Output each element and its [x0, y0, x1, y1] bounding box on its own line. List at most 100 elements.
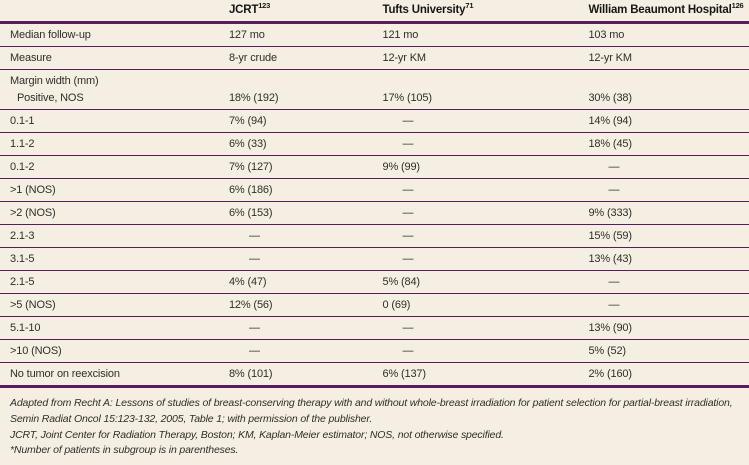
no-data-dash: —: [402, 115, 414, 127]
footnotes: Adapted from Recht A: Lessons of studies…: [0, 388, 749, 459]
row-label: Median follow-up: [0, 22, 221, 47]
table-row-2-nos: >2 (NOS) 6% (153) — 9% (333): [0, 201, 749, 225]
cell-value: 6% (186): [220, 178, 375, 202]
cell-value: 0 (69): [374, 293, 581, 317]
cell-value: 12-yr KM: [374, 46, 581, 70]
table-row-0-1-1: 0.1-1 7% (94) — 14% (94): [0, 109, 749, 133]
cell-value: 12% (56): [220, 293, 375, 317]
footnote-asterisk: *Number of patients in subgroup is in pa…: [10, 444, 239, 457]
cell-value: 13% (43): [580, 247, 749, 271]
no-data-dash: —: [608, 184, 620, 196]
cell-value: 103 mo: [580, 22, 749, 47]
cell-value: —: [374, 316, 581, 340]
cell-value: 127 mo: [220, 22, 375, 47]
cell-value: 8-yr crude: [220, 46, 375, 70]
table-row-3-1-5: 3.1-5 — — 13% (43): [0, 247, 749, 271]
cell-value: 14% (94): [580, 109, 749, 133]
cell-value: 4% (47): [220, 270, 375, 294]
column-header-jcrt: JCRT123: [220, 0, 375, 24]
cell-value: 18% (192): [220, 69, 375, 110]
margin-width-comparison-table: JCRT123 Tufts University71 William Beaumon…: [0, 0, 749, 388]
table-row-measure: Measure 8-yr crude 12-yr KM 12-yr KM: [0, 46, 749, 70]
no-data-dash: —: [608, 299, 620, 311]
cell-value: —: [580, 155, 749, 179]
table-row-5-1-10: 5.1-10 — — 13% (90): [0, 316, 749, 340]
no-data-dash: —: [248, 322, 260, 334]
no-data-dash: —: [402, 253, 414, 265]
table-row-median-follow-up: Median follow-up 127 mo 121 mo 103 mo: [0, 22, 749, 47]
reference-superscript: 123: [258, 1, 271, 11]
no-data-dash: —: [402, 184, 414, 196]
no-data-dash: —: [248, 253, 260, 265]
no-data-dash: —: [608, 276, 620, 288]
column-header-tufts-university: Tufts University71: [374, 0, 581, 24]
row-label: 5.1-10: [0, 316, 221, 340]
cell-value: 121 mo: [374, 22, 581, 47]
sub-row-label: Positive, NOS: [17, 92, 84, 104]
row-label: 2.1-3: [0, 224, 221, 248]
no-data-dash: —: [402, 322, 414, 334]
row-label: Measure: [0, 46, 221, 70]
no-data-dash: —: [608, 161, 620, 173]
table-row-5-nos: >5 (NOS) 12% (56) 0 (69) —: [0, 293, 749, 317]
no-data-dash: —: [402, 138, 414, 150]
no-data-dash: —: [402, 207, 414, 219]
cell-value: —: [374, 178, 581, 202]
cell-value: —: [374, 247, 581, 271]
cell-value: 6% (153): [220, 201, 375, 225]
reference-superscript: 126: [731, 1, 744, 11]
cell-value: —: [220, 339, 375, 363]
row-label: >5 (NOS): [0, 293, 221, 317]
cell-value: —: [374, 132, 581, 156]
cell-value: —: [220, 316, 375, 340]
row-label: >1 (NOS): [0, 178, 221, 202]
row-label: 0.1-1: [0, 109, 221, 133]
no-data-dash: —: [248, 230, 260, 242]
row-label: >2 (NOS): [0, 201, 221, 225]
cell-value: —: [220, 224, 375, 248]
cell-value: 12-yr KM: [580, 46, 749, 70]
cell-value: 5% (52): [580, 339, 749, 363]
cell-value: 9% (333): [580, 201, 749, 225]
column-header-william-beaumont-hospital: William Beaumont Hospital126: [580, 0, 749, 24]
cell-value: 15% (59): [580, 224, 749, 248]
cell-value: 6% (33): [220, 132, 375, 156]
cell-value: 2% (160): [580, 362, 749, 388]
row-label: Margin width (mm) Positive, NOS: [0, 69, 221, 110]
row-label: No tumor on reexcision: [0, 362, 221, 388]
cell-value: 17% (105): [374, 69, 581, 110]
cell-value: 9% (99): [374, 155, 581, 179]
table-row-2-1-5: 2.1-5 4% (47) 5% (84) —: [0, 270, 749, 294]
cell-value: 18% (45): [580, 132, 749, 156]
row-label: 0.1-2: [0, 155, 221, 179]
table-row-2-1-3: 2.1-3 — — 15% (59): [0, 224, 749, 248]
group-label: Margin width (mm): [10, 75, 99, 87]
cell-value: —: [374, 224, 581, 248]
table-row-10-nos: >10 (NOS) — — 5% (52): [0, 339, 749, 363]
reference-superscript: 71: [465, 1, 474, 11]
header-row: JCRT123 Tufts University71 William Beaumon…: [0, 0, 749, 24]
cell-value: 5% (84): [374, 270, 581, 294]
table-row-0-1-2: 0.1-2 7% (127) 9% (99) —: [0, 155, 749, 179]
cell-value: 6% (137): [374, 362, 581, 388]
cell-value: —: [374, 109, 581, 133]
row-label: >10 (NOS): [0, 339, 221, 363]
cell-value: 7% (94): [220, 109, 375, 133]
cell-value: —: [580, 270, 749, 294]
table-row-1-1-2: 1.1-2 6% (33) — 18% (45): [0, 132, 749, 156]
cell-value: —: [580, 178, 749, 202]
cell-value: 8% (101): [220, 362, 375, 388]
column-header-empty: [0, 0, 221, 24]
no-data-dash: —: [402, 345, 414, 357]
cell-value: —: [580, 293, 749, 317]
row-label: 3.1-5: [0, 247, 221, 271]
row-label: 2.1-5: [0, 270, 221, 294]
footnote-source: Adapted from Recht A: Lessons of studies…: [10, 397, 733, 425]
footnote-abbreviations: JCRT, Joint Center for Radiation Therapy…: [10, 428, 504, 441]
table-row-no-tumor-on-reexcision: No tumor on reexcision 8% (101) 6% (137) 2%…: [0, 362, 749, 388]
cell-value: —: [220, 247, 375, 271]
cell-value: 30% (38): [580, 69, 749, 110]
cell-value: —: [374, 339, 581, 363]
table-row-positive-nos: Margin width (mm) Positive, NOS 18% (192) 1…: [0, 69, 749, 110]
